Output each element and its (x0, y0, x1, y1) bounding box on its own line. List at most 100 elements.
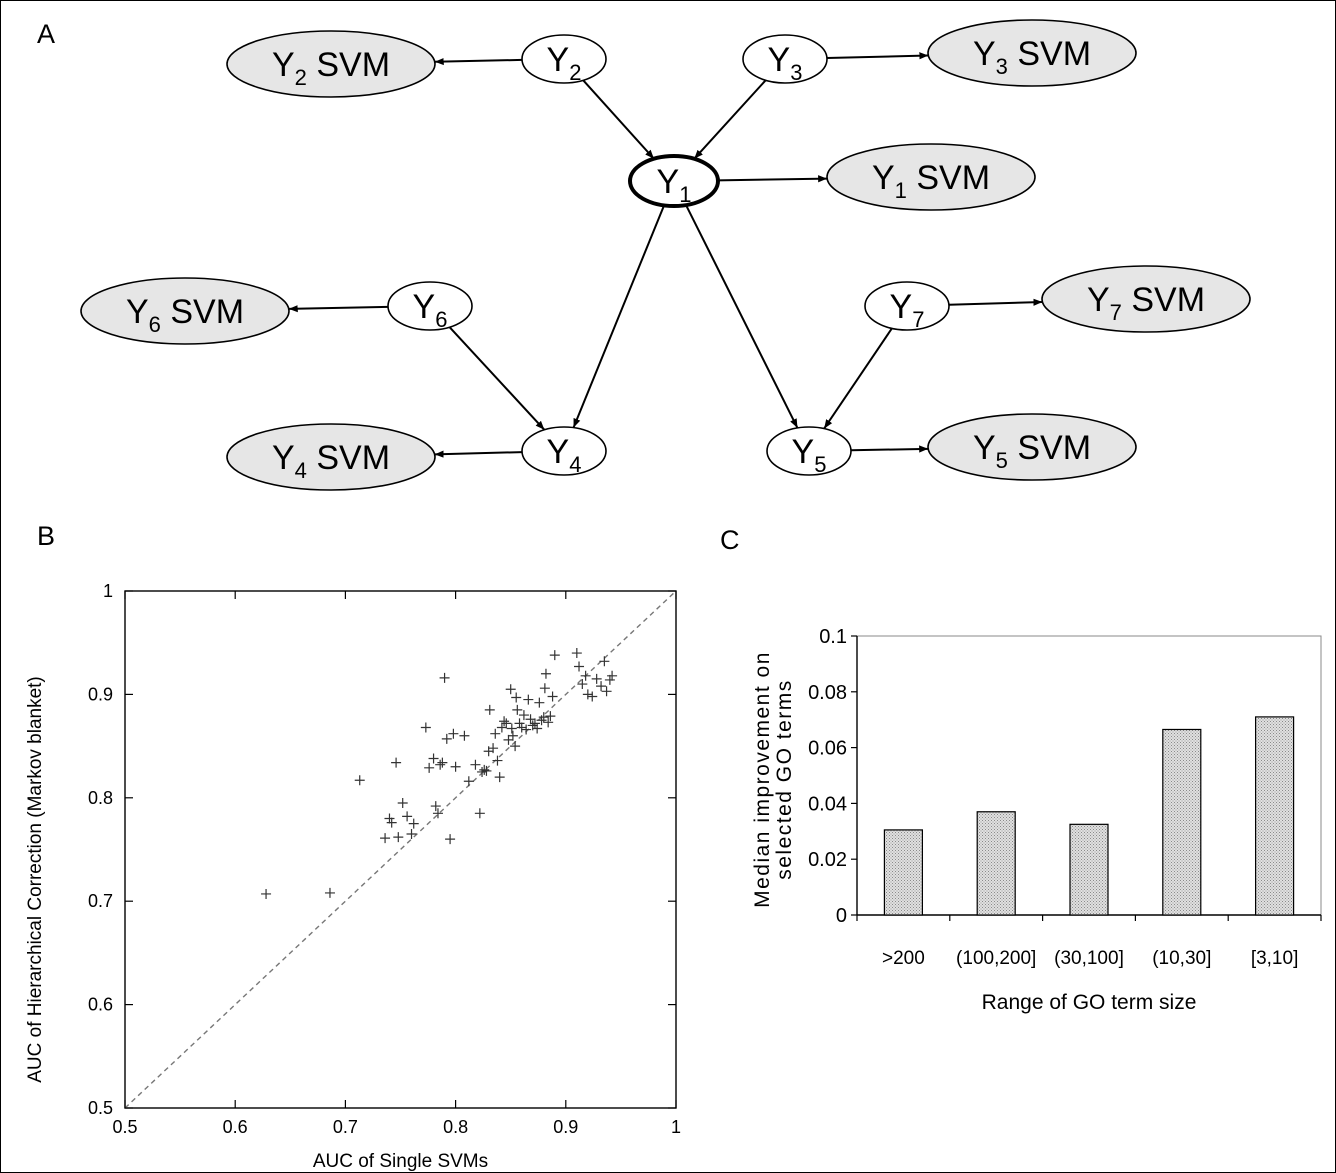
scatter-point (582, 689, 593, 700)
scatter-point (577, 679, 588, 690)
category-label: (30,100] (1054, 948, 1124, 969)
scatter-point (547, 691, 558, 702)
scatter-point (484, 704, 495, 715)
svm-node-label: Y3 SVM (973, 35, 1091, 79)
y-tick-label: 1 (103, 581, 113, 601)
x-tick-label: 0.9 (553, 1117, 578, 1137)
svm-node-y4: Y4 SVM (226, 423, 436, 491)
scatter-point (549, 650, 560, 661)
scatter-point (490, 728, 501, 739)
scatter-point (574, 661, 585, 672)
variable-node-y6: Y6 (387, 281, 473, 332)
scatter-point (354, 775, 365, 786)
scatter-point (532, 723, 543, 734)
scatter-point (420, 722, 431, 733)
svm-node-y3: Y3 SVM (927, 19, 1137, 87)
scatter-point (518, 710, 529, 721)
variable-node-label: Y5 (792, 433, 827, 477)
variable-node-y5: Y5 (766, 426, 852, 477)
variable-node-label: Y4 (547, 433, 582, 477)
bar (1162, 728, 1202, 916)
scatter-point (529, 718, 540, 729)
scatter-point (607, 670, 618, 681)
scatter-point (402, 811, 413, 822)
y-tick-label: 0.9 (88, 684, 113, 704)
y-tick-label: 0.8 (88, 788, 113, 808)
svm-node-label: Y7 SVM (1087, 281, 1205, 325)
category-label: (100,200] (956, 948, 1036, 969)
variable-node-y2: Y2 (521, 34, 607, 85)
svm-node-y6: Y6 SVM (80, 277, 290, 345)
variable-node-label: Y6 (413, 288, 448, 332)
edge-y4-to-y4svm (434, 450, 523, 458)
bar (1254, 716, 1295, 916)
scatter-point (521, 724, 532, 735)
edge-y6-to-y4 (448, 326, 546, 431)
scatter-plot-frame (124, 590, 677, 1109)
scatter-point (512, 704, 523, 715)
y-tick-label: 0.06 (808, 738, 847, 760)
svm-node-y5: Y5 SVM (927, 413, 1137, 481)
panel-label-c: C (720, 525, 740, 555)
scatter-point (580, 670, 591, 681)
bar (883, 829, 924, 916)
scatter-point (459, 730, 470, 741)
x-axis-title: Range of GO term size (982, 991, 1197, 1014)
variable-node-y4: Y4 (521, 426, 607, 477)
variable-node-y7: Y7 (864, 281, 950, 332)
scatter-point (525, 714, 536, 725)
scatter-point (391, 757, 402, 768)
scatter-point (437, 757, 448, 768)
scatter-point (393, 832, 404, 843)
variable-node-label: Y7 (890, 288, 925, 332)
y-tick-label: 0.02 (808, 849, 847, 871)
scatter-point (450, 761, 461, 772)
scatter-point (441, 733, 452, 744)
scatter-point (591, 673, 602, 684)
scatter-point (507, 730, 518, 741)
x-axis-title: AUC of Single SVMs (313, 1151, 488, 1172)
x-tick-label: 0.5 (112, 1117, 137, 1137)
scatter-point (424, 762, 435, 773)
panel-label-a: A (37, 19, 55, 49)
scatter-point (428, 753, 439, 764)
scatter-point (510, 741, 521, 752)
svm-node-label: Y4 SVM (272, 439, 390, 483)
scatter-point (604, 674, 615, 685)
scatter-point (386, 817, 397, 828)
scatter-point (540, 668, 551, 679)
scatter-point (435, 759, 446, 770)
y-axis-title: AUC of Hierarchical Correction (Markov b… (25, 676, 46, 1083)
y-tick-label: 0.6 (88, 995, 113, 1015)
scatter-chart: 0.5 0.6 0.7 0.8 0.9 1 0.5 0.6 0.7 0.8 0.9 1 AUC of S… (25, 581, 681, 1172)
bar-chart: 0 0.02 0.04 0.06 0.08 0.1 >200 (100,200] (30,100… (751, 626, 1322, 1014)
edge-y7-to-y5 (823, 327, 893, 430)
scatter-point (408, 818, 419, 829)
edge-y3-to-y1 (693, 79, 767, 160)
svm-node-label: Y2 SVM (272, 46, 390, 90)
scatter-point (477, 766, 488, 777)
category-label: [3,10] (1251, 948, 1299, 969)
scatter-point (474, 808, 485, 819)
scatter-point (511, 692, 522, 703)
scatter-point (538, 712, 549, 723)
scatter-point (516, 722, 527, 733)
scatter-point (587, 691, 598, 702)
scatter-point (430, 801, 441, 812)
scatter-point (261, 888, 272, 899)
scatter-point (523, 694, 534, 705)
network-diagram: Y1 SVM Y2 SVM Y3 SVM Y4 SVM Y5 SVM Y6 SVM Y7 S… (80, 19, 1251, 491)
edge-y2-to-y2svm (434, 57, 523, 66)
y-tick-label: 0.04 (808, 793, 847, 815)
y-tick-label: 0.1 (819, 626, 847, 648)
x-tick-label: 1 (671, 1117, 681, 1137)
scatter-point (505, 684, 516, 695)
scatter-point (448, 728, 459, 739)
scatter-point (380, 833, 391, 844)
category-label: (10,30] (1152, 948, 1211, 969)
edge-y5-to-y5svm (850, 445, 929, 453)
scatter-point (406, 828, 417, 839)
scatter-point (479, 764, 490, 775)
